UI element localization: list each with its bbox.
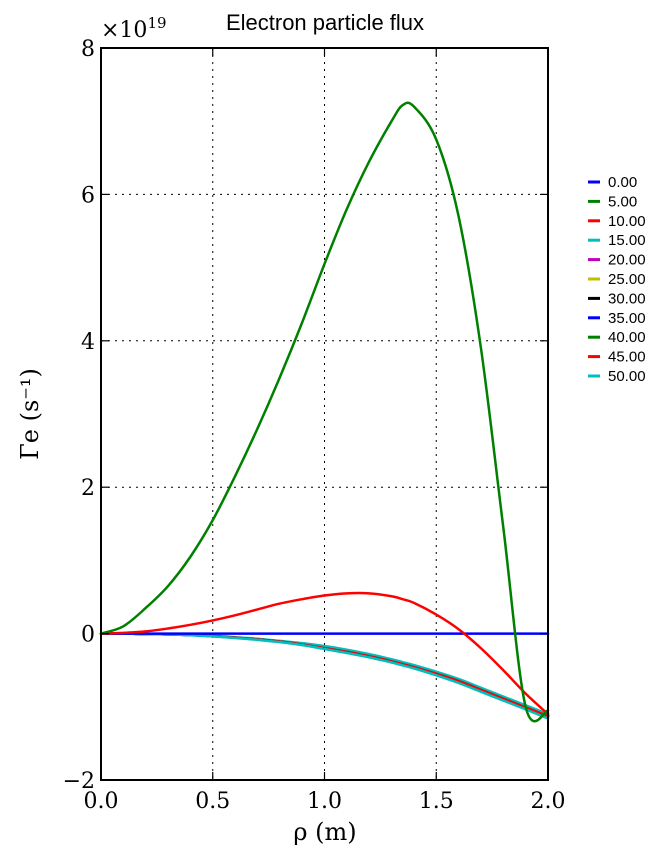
series-lines bbox=[99, 101, 550, 723]
chart-title: Electron particle flux bbox=[226, 10, 424, 35]
series-line-5-00 bbox=[99, 101, 550, 723]
legend-label: 20.00 bbox=[608, 252, 646, 269]
x-tick-label: 1.0 bbox=[307, 789, 342, 814]
x-tick-labels: 0.0 0.5 1.0 1.5 2.0 bbox=[84, 789, 566, 814]
y-tick-label: 6 bbox=[81, 183, 95, 208]
x-tick-label: 0.0 bbox=[84, 789, 119, 814]
legend-label: 35.00 bbox=[608, 310, 646, 327]
grid bbox=[101, 48, 548, 780]
legend-label: 25.00 bbox=[608, 271, 646, 288]
legend-label: 15.00 bbox=[608, 232, 646, 249]
legend-label: 0.00 bbox=[608, 174, 637, 191]
legend-label: 45.00 bbox=[608, 349, 646, 366]
legend-label: 40.00 bbox=[608, 329, 646, 346]
y-tick-label: 0 bbox=[81, 623, 95, 648]
y-tick-label: −2 bbox=[63, 769, 95, 794]
x-axis-label: ρ (m) bbox=[293, 818, 356, 846]
x-tick-label: 0.5 bbox=[195, 789, 230, 814]
legend: 0.00 5.00 10.00 15.00 20.00 25.00 30.00 35.00 40… bbox=[588, 174, 646, 385]
series-line-10-00 bbox=[99, 591, 550, 716]
legend-label: 30.00 bbox=[608, 290, 646, 307]
y-axis-label: Γe (s⁻¹) bbox=[16, 368, 44, 460]
ticks bbox=[100, 47, 549, 781]
x-tick-label: 1.5 bbox=[419, 789, 454, 814]
y-scale-factor: ×1019 bbox=[101, 14, 167, 43]
legend-label: 10.00 bbox=[608, 213, 646, 230]
y-scale-base: ×10 bbox=[101, 18, 147, 43]
x-tick-label: 2.0 bbox=[531, 789, 566, 814]
y-tick-label: 2 bbox=[81, 476, 95, 501]
y-scale-exponent: 19 bbox=[147, 14, 166, 32]
legend-label: 5.00 bbox=[608, 193, 637, 210]
legend-label: 50.00 bbox=[608, 368, 646, 385]
y-tick-label: 4 bbox=[81, 330, 95, 355]
y-tick-label: 8 bbox=[81, 37, 95, 62]
y-tick-labels: −2 0 2 4 6 8 bbox=[63, 37, 95, 794]
series-line-15-00 bbox=[99, 632, 550, 716]
